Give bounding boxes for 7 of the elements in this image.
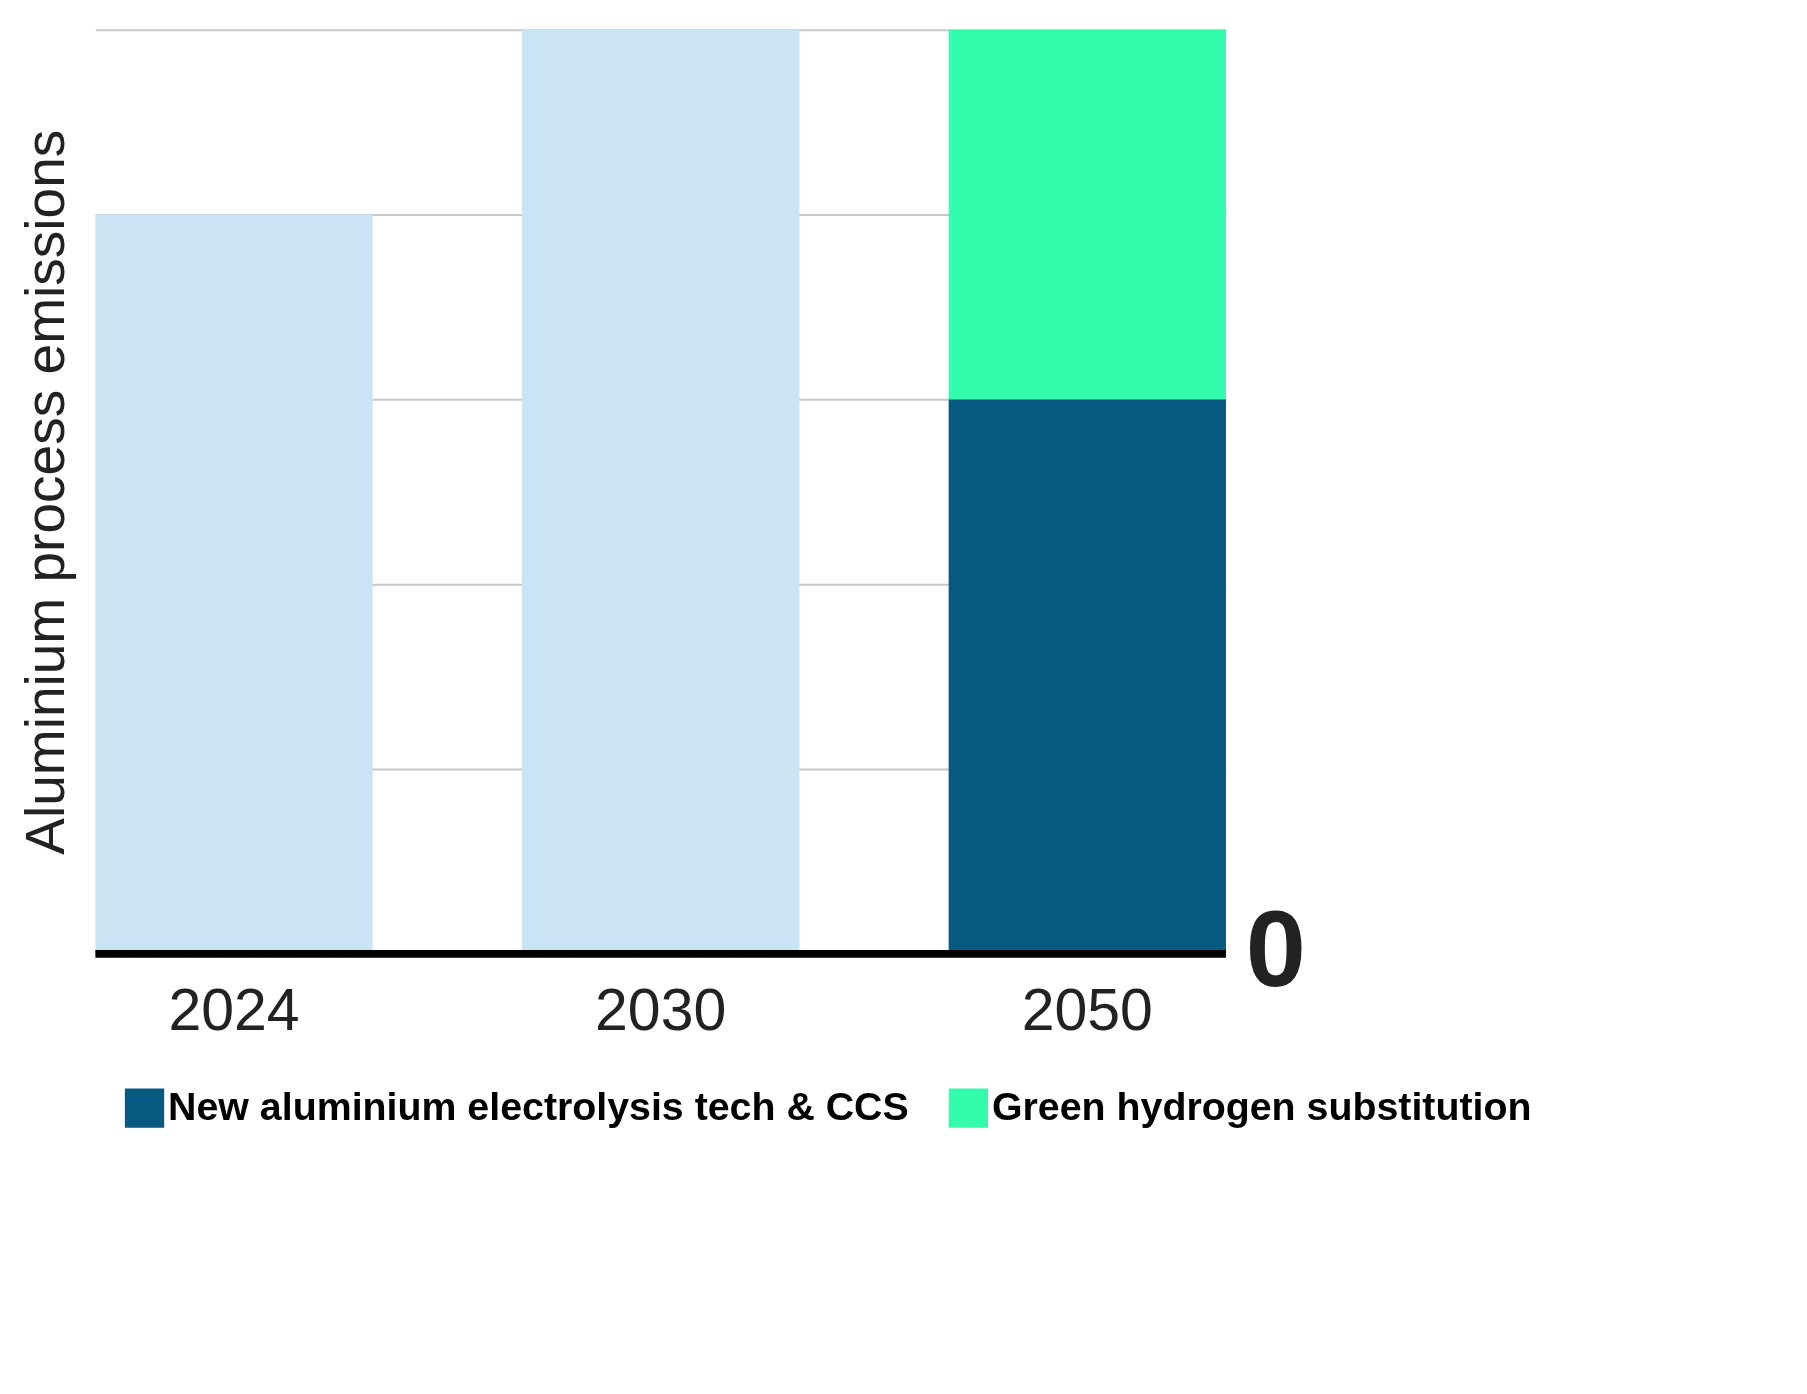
ref-line-label: 0 — [1245, 888, 1306, 1010]
x-tick-label: 2050 — [1021, 977, 1153, 1043]
x-tick-label: 2024 — [168, 977, 300, 1043]
legend-label: Green hydrogen substitution — [991, 1083, 1532, 1128]
legend-label: New aluminium electrolysis tech & CCS — [168, 1083, 909, 1128]
x-tick-label: 2030 — [595, 977, 727, 1043]
y-axis-title: Aluminium process emissions — [14, 129, 77, 855]
